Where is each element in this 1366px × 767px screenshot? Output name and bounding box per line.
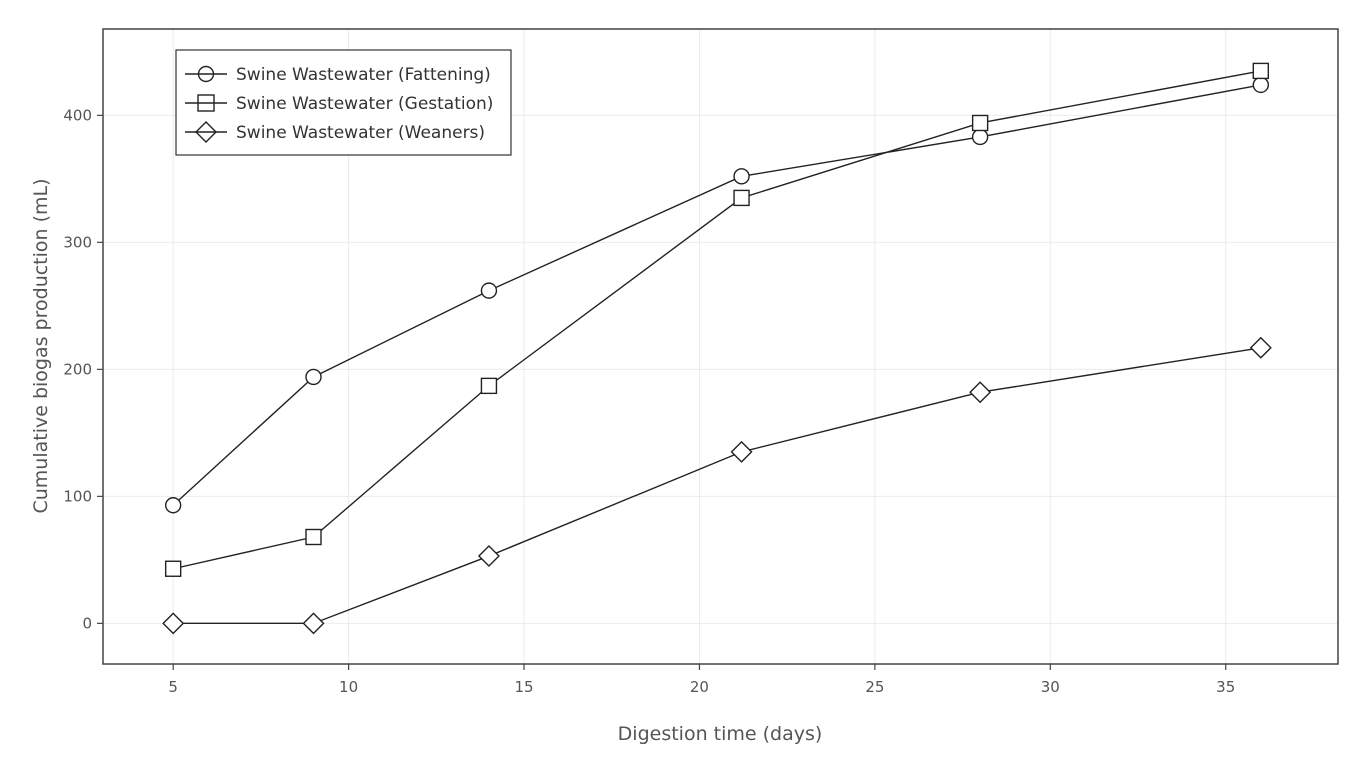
legend-label-weaners: Swine Wastewater (Weaners) [236, 123, 485, 143]
legend: Swine Wastewater (Fattening) Swine Waste… [175, 49, 512, 156]
legend-item-fattening: Swine Wastewater (Fattening) [185, 65, 491, 85]
x-tick-label: 5 [168, 678, 178, 696]
data-point-square [164, 560, 182, 577]
legend-circle-marker [197, 65, 215, 83]
x-axis-title: Digestion time (days) [618, 723, 823, 745]
data-point-diamond [162, 612, 185, 635]
data-point-diamond [477, 545, 500, 568]
legend-label-fattening: Swine Wastewater (Fattening) [236, 65, 491, 85]
plot-frame [102, 28, 1339, 665]
data-point-circle [305, 368, 322, 386]
legend-diamond-marker [195, 121, 217, 143]
legend-item-gestation: Swine Wastewater (Gestation) [185, 94, 493, 114]
data-point-circle [164, 497, 182, 514]
y-tick-label: 200 [63, 360, 92, 378]
x-tick-label: 15 [514, 678, 533, 696]
data-point-square [1252, 62, 1270, 80]
series-line [173, 347, 1261, 625]
series-line [173, 70, 1261, 570]
data-point-diamond [1249, 336, 1272, 359]
data-point-diamond [302, 612, 325, 635]
y-tick-label: 0 [82, 614, 92, 632]
series-layer [162, 62, 1272, 635]
data-point-circle [480, 282, 498, 299]
legend-square-marker [197, 94, 215, 112]
x-tick-label: 20 [690, 678, 709, 696]
series-square [164, 62, 1270, 577]
series-line [172, 84, 1261, 506]
y-tick-label: 300 [63, 233, 92, 251]
x-tick-label: 10 [339, 678, 358, 696]
data-point-circle [733, 168, 750, 185]
data-point-diamond [969, 381, 992, 404]
legend-label-gestation: Swine Wastewater (Gestation) [236, 94, 493, 114]
x-axis-ticks: 5 10 15 20 25 30 35 [168, 664, 1235, 696]
data-point-circle [1252, 76, 1270, 94]
data-point-square [971, 114, 989, 132]
data-point-square [305, 528, 322, 546]
legend-box [175, 49, 512, 156]
x-tick-label: 25 [865, 678, 884, 696]
data-point-square [733, 189, 750, 207]
series-diamond [162, 336, 1272, 635]
data-point-diamond [730, 440, 753, 463]
y-axis-title: Cumulative biogas production (mL) [30, 178, 52, 513]
x-tick-label: 35 [1216, 678, 1235, 696]
legend-item-weaners: Swine Wastewater (Weaners) [185, 121, 485, 143]
y-tick-label: 100 [63, 487, 92, 505]
data-point-circle [971, 128, 989, 146]
x-tick-label: 30 [1041, 678, 1060, 696]
series-circle [164, 76, 1270, 514]
data-point-square [480, 377, 498, 395]
y-axis-ticks: 0 100 200 300 400 [63, 106, 103, 632]
y-tick-label: 400 [63, 106, 92, 124]
